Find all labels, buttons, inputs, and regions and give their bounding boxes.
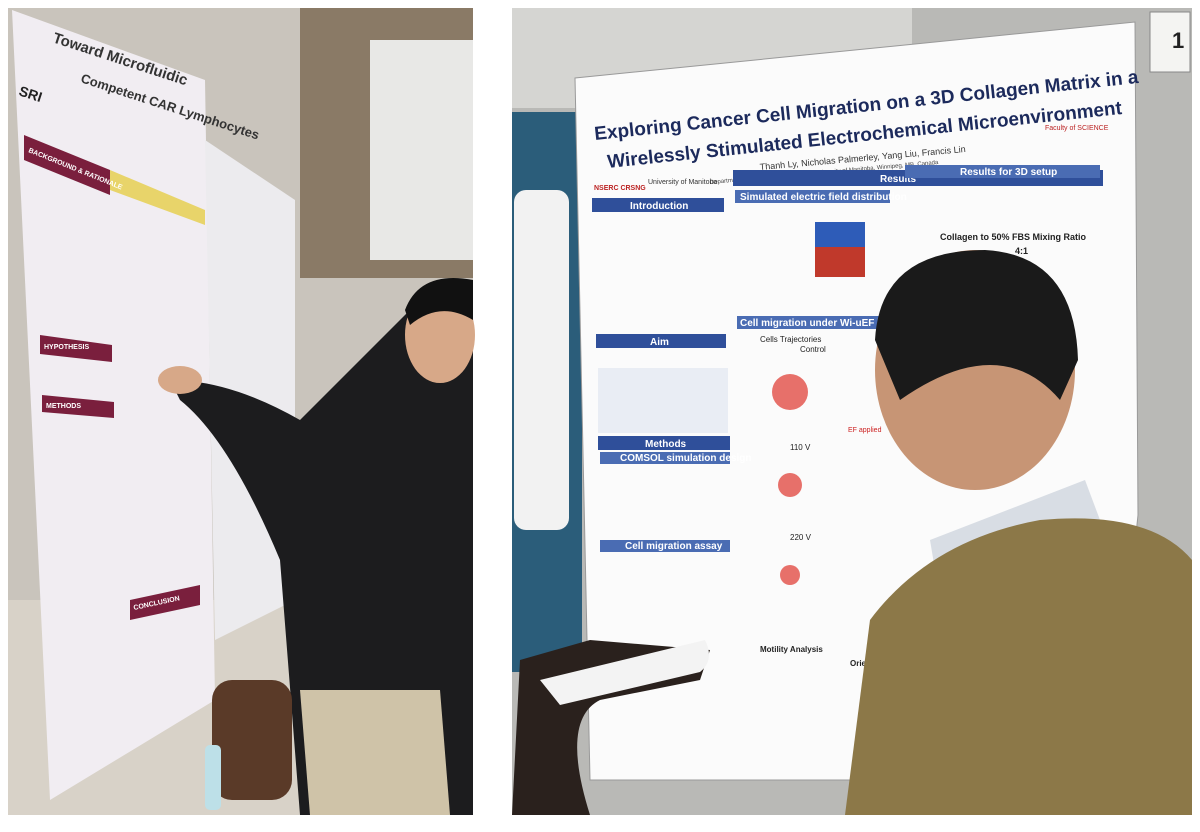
person-sweater: [845, 518, 1192, 815]
diagram: [598, 368, 728, 433]
section-bar: [598, 436, 730, 450]
logo: NSERC CRSNG: [594, 185, 646, 192]
heatmap: [815, 222, 865, 247]
left-photo: Toward Microfluidic Competent CAR Lympho…: [8, 8, 475, 815]
section-header: Cell migration assay: [625, 541, 723, 552]
person-jacket: [170, 290, 473, 815]
backpack: [212, 680, 292, 800]
person-hair: [875, 250, 1078, 400]
left-column: Introduction Aim Methods COMSOL simulati…: [592, 198, 752, 552]
highlight-bar: [110, 170, 205, 225]
section-bar: [600, 452, 730, 464]
section-bar: [600, 540, 730, 552]
figure-label: 110 V: [790, 443, 811, 452]
board-number: 1: [1172, 28, 1184, 53]
figure-label: 220 V: [790, 533, 812, 542]
section-header: Results for 3D setup: [960, 167, 1057, 178]
section-bar: [737, 316, 882, 329]
trajectory-plot: [780, 565, 800, 585]
section-header: METHODS: [46, 403, 81, 410]
section-header: Cell migration under Wi-uEF in 2.5D setu…: [740, 318, 939, 329]
section-bar: [592, 198, 724, 212]
figure-label: 4:1: [1015, 246, 1028, 256]
trajectory-plot: [772, 374, 808, 410]
section-header: Methods: [645, 439, 687, 450]
figure-label: EF applied: [848, 427, 882, 434]
section-header: Aim: [650, 337, 669, 348]
results-column: Results Simulated electric field distrib…: [733, 165, 1103, 668]
section-bar: [905, 165, 1100, 178]
railing: [370, 40, 473, 260]
section-bar: [596, 334, 726, 348]
adjacent-poster-panel: [514, 190, 569, 530]
figure-title: Motility Analysis: [760, 645, 823, 654]
section-bar: [42, 395, 114, 418]
person-hair: [405, 278, 473, 325]
right-photo: 1 Exploring Cancer Cell Migration on a 3…: [512, 8, 1192, 815]
figure-label: Cells Trajectories: [760, 335, 821, 344]
hand: [158, 366, 202, 394]
section-header: HYPOTHESIS: [44, 344, 89, 351]
board-sign: [1149, 11, 1191, 73]
section-bar: [735, 190, 890, 203]
person-trousers: [300, 690, 450, 815]
water-bottle: [205, 745, 221, 810]
trajectory-plot: [778, 473, 802, 497]
logo: Faculty of SCIENCE: [1045, 125, 1109, 132]
section-bar: [130, 585, 200, 620]
rolled-paper: [540, 640, 709, 705]
section-header: COMSOL simulation design: [620, 453, 752, 464]
figure-title: Collagen to 50% FBS Mixing Ratio: [940, 232, 1087, 242]
section-bar: [40, 335, 112, 362]
logo: University of Manitoba: [648, 179, 717, 186]
logo: SRI: [17, 83, 44, 105]
section-header: Introduction: [630, 201, 688, 212]
section-bar: [24, 135, 110, 195]
section-header: Results: [880, 174, 917, 185]
figure-label: Control: [800, 345, 826, 354]
section-header: Simulated electric field distribution: [740, 192, 907, 203]
